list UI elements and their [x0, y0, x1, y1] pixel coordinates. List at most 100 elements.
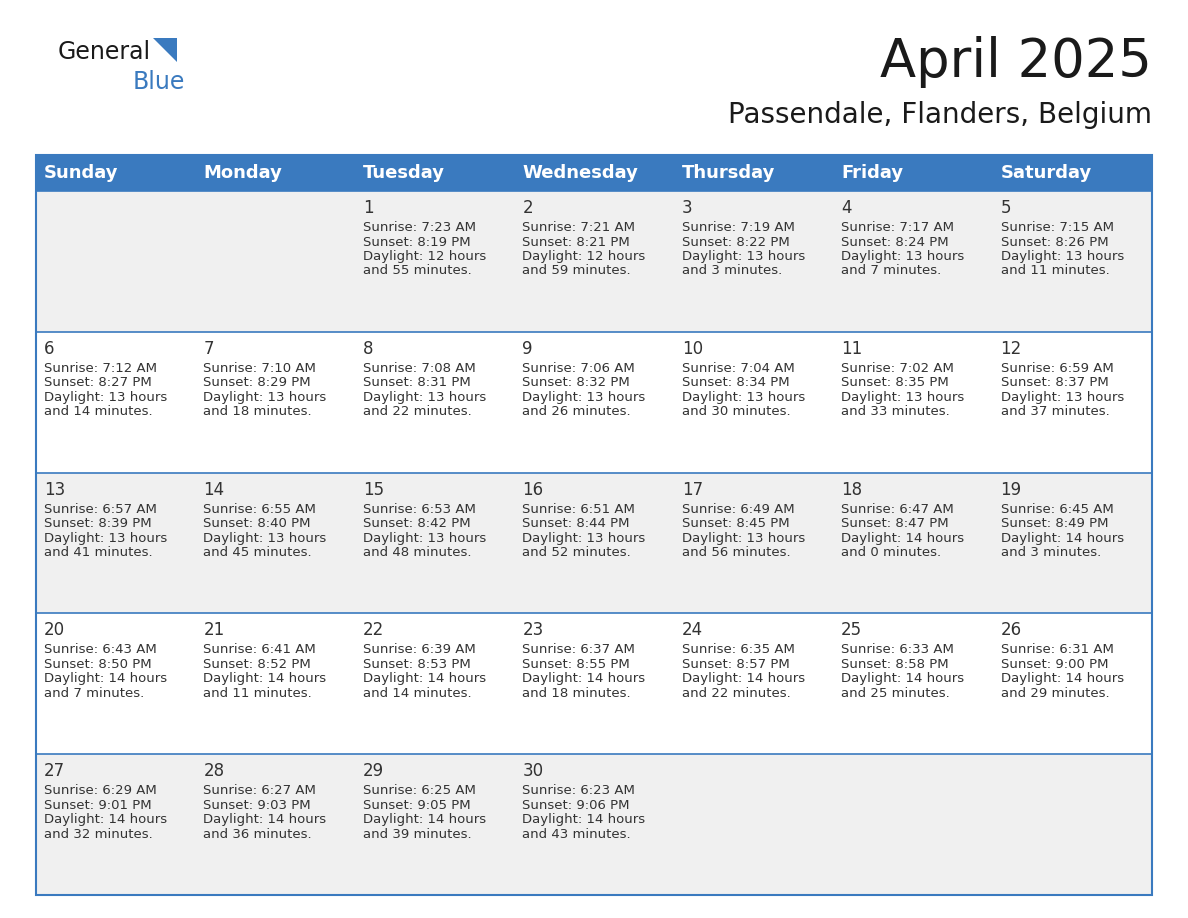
Text: Sunset: 8:26 PM: Sunset: 8:26 PM: [1000, 236, 1108, 249]
Text: Sunrise: 6:45 AM: Sunrise: 6:45 AM: [1000, 502, 1113, 516]
Bar: [36, 331, 196, 473]
Text: Daylight: 14 hours: Daylight: 14 hours: [362, 672, 486, 686]
Text: and 3 minutes.: and 3 minutes.: [682, 264, 782, 277]
Text: Sunset: 8:34 PM: Sunset: 8:34 PM: [682, 376, 789, 389]
Text: Daylight: 13 hours: Daylight: 13 hours: [1000, 250, 1124, 263]
Bar: [514, 191, 674, 331]
Text: 27: 27: [44, 762, 65, 780]
Bar: [355, 155, 514, 191]
Text: 23: 23: [523, 621, 544, 640]
Bar: [674, 473, 833, 613]
Text: Sunset: 8:42 PM: Sunset: 8:42 PM: [362, 517, 470, 530]
Text: 18: 18: [841, 481, 862, 498]
Text: Sunset: 8:40 PM: Sunset: 8:40 PM: [203, 517, 311, 530]
Text: Daylight: 13 hours: Daylight: 13 hours: [362, 532, 486, 544]
Text: Daylight: 13 hours: Daylight: 13 hours: [682, 532, 805, 544]
Text: Daylight: 14 hours: Daylight: 14 hours: [841, 672, 965, 686]
Bar: [674, 331, 833, 473]
Text: Daylight: 13 hours: Daylight: 13 hours: [523, 391, 645, 404]
Bar: [196, 473, 355, 613]
Text: 19: 19: [1000, 481, 1022, 498]
Bar: [355, 331, 514, 473]
Text: Sunrise: 7:02 AM: Sunrise: 7:02 AM: [841, 362, 954, 375]
Text: and 26 minutes.: and 26 minutes.: [523, 406, 631, 419]
Text: 17: 17: [682, 481, 703, 498]
Text: Sunrise: 6:59 AM: Sunrise: 6:59 AM: [1000, 362, 1113, 375]
Text: 22: 22: [362, 621, 384, 640]
Bar: [36, 755, 196, 895]
Text: and 39 minutes.: and 39 minutes.: [362, 828, 472, 841]
Text: Sunset: 9:01 PM: Sunset: 9:01 PM: [44, 799, 152, 812]
Bar: [196, 755, 355, 895]
Text: Sunrise: 7:12 AM: Sunrise: 7:12 AM: [44, 362, 157, 375]
Text: Sunrise: 7:08 AM: Sunrise: 7:08 AM: [362, 362, 475, 375]
Bar: [674, 755, 833, 895]
Bar: [833, 191, 992, 331]
Text: Daylight: 14 hours: Daylight: 14 hours: [841, 532, 965, 544]
Text: 30: 30: [523, 762, 543, 780]
Text: Daylight: 14 hours: Daylight: 14 hours: [682, 672, 804, 686]
Text: Sunrise: 6:37 AM: Sunrise: 6:37 AM: [523, 644, 636, 656]
Text: Sunset: 8:55 PM: Sunset: 8:55 PM: [523, 658, 630, 671]
Bar: [196, 613, 355, 755]
Text: 21: 21: [203, 621, 225, 640]
Text: and 30 minutes.: and 30 minutes.: [682, 406, 790, 419]
Text: and 22 minutes.: and 22 minutes.: [362, 406, 472, 419]
Text: Sunset: 9:05 PM: Sunset: 9:05 PM: [362, 799, 470, 812]
Text: 8: 8: [362, 340, 373, 358]
Bar: [992, 755, 1152, 895]
Text: and 43 minutes.: and 43 minutes.: [523, 828, 631, 841]
Text: Sunset: 8:57 PM: Sunset: 8:57 PM: [682, 658, 790, 671]
Text: Daylight: 14 hours: Daylight: 14 hours: [44, 672, 168, 686]
Text: 11: 11: [841, 340, 862, 358]
Text: and 55 minutes.: and 55 minutes.: [362, 264, 472, 277]
Bar: [833, 155, 992, 191]
Text: 25: 25: [841, 621, 862, 640]
Bar: [992, 473, 1152, 613]
Text: Daylight: 13 hours: Daylight: 13 hours: [362, 391, 486, 404]
Text: 1: 1: [362, 199, 373, 217]
Text: and 36 minutes.: and 36 minutes.: [203, 828, 312, 841]
Text: and 14 minutes.: and 14 minutes.: [44, 406, 152, 419]
Text: Sunrise: 7:23 AM: Sunrise: 7:23 AM: [362, 221, 476, 234]
Bar: [36, 191, 196, 331]
Text: and 45 minutes.: and 45 minutes.: [203, 546, 312, 559]
Text: Sunset: 8:35 PM: Sunset: 8:35 PM: [841, 376, 949, 389]
Text: 9: 9: [523, 340, 532, 358]
Text: Tuesday: Tuesday: [362, 164, 444, 182]
Text: Wednesday: Wednesday: [523, 164, 638, 182]
Text: Sunrise: 7:21 AM: Sunrise: 7:21 AM: [523, 221, 636, 234]
Text: Sunset: 8:19 PM: Sunset: 8:19 PM: [362, 236, 470, 249]
Bar: [36, 155, 1152, 895]
Text: Monday: Monday: [203, 164, 283, 182]
Bar: [992, 191, 1152, 331]
Bar: [674, 155, 833, 191]
Text: 28: 28: [203, 762, 225, 780]
Text: 26: 26: [1000, 621, 1022, 640]
Text: and 52 minutes.: and 52 minutes.: [523, 546, 631, 559]
Text: and 25 minutes.: and 25 minutes.: [841, 687, 950, 700]
Bar: [514, 613, 674, 755]
Text: and 18 minutes.: and 18 minutes.: [523, 687, 631, 700]
Bar: [196, 191, 355, 331]
Text: Daylight: 14 hours: Daylight: 14 hours: [1000, 532, 1124, 544]
Text: Sunrise: 7:04 AM: Sunrise: 7:04 AM: [682, 362, 795, 375]
Text: and 33 minutes.: and 33 minutes.: [841, 406, 950, 419]
Bar: [833, 613, 992, 755]
Text: Sunset: 8:47 PM: Sunset: 8:47 PM: [841, 517, 949, 530]
Bar: [196, 331, 355, 473]
Text: Sunset: 8:24 PM: Sunset: 8:24 PM: [841, 236, 949, 249]
Text: and 41 minutes.: and 41 minutes.: [44, 546, 152, 559]
Bar: [36, 473, 196, 613]
Text: Sunset: 8:39 PM: Sunset: 8:39 PM: [44, 517, 152, 530]
Text: and 22 minutes.: and 22 minutes.: [682, 687, 790, 700]
Text: 6: 6: [44, 340, 55, 358]
Text: and 3 minutes.: and 3 minutes.: [1000, 546, 1101, 559]
Text: Daylight: 13 hours: Daylight: 13 hours: [841, 250, 965, 263]
Text: and 29 minutes.: and 29 minutes.: [1000, 687, 1110, 700]
Text: and 11 minutes.: and 11 minutes.: [1000, 264, 1110, 277]
Text: Sunset: 8:22 PM: Sunset: 8:22 PM: [682, 236, 790, 249]
Text: Daylight: 14 hours: Daylight: 14 hours: [203, 813, 327, 826]
Text: Passendale, Flanders, Belgium: Passendale, Flanders, Belgium: [728, 101, 1152, 129]
Text: April 2025: April 2025: [880, 36, 1152, 88]
